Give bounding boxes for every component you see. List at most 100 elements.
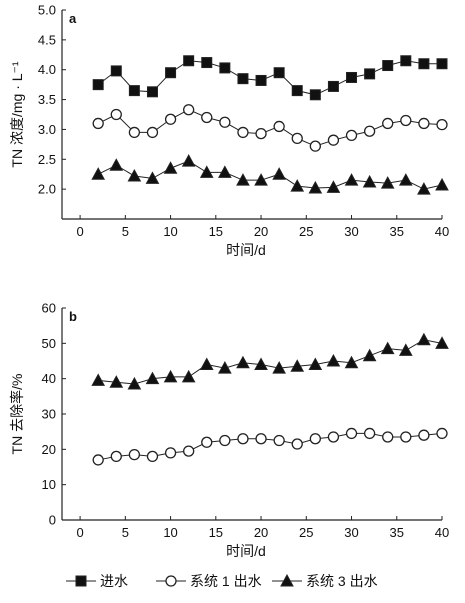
data-point bbox=[128, 448, 141, 461]
data-point bbox=[183, 104, 195, 116]
data-point bbox=[145, 371, 160, 385]
y-tick-label: 3.5 bbox=[38, 92, 56, 107]
x-tick-label: 30 bbox=[344, 525, 358, 540]
data-point bbox=[273, 67, 285, 79]
data-point bbox=[201, 436, 213, 448]
data-point bbox=[145, 171, 160, 184]
chart-legend: 进水 系统 1 出水 系统 3 出水 bbox=[66, 573, 378, 589]
data-point bbox=[418, 117, 430, 130]
data-point bbox=[380, 341, 395, 355]
data-point bbox=[181, 154, 196, 167]
data-point bbox=[255, 433, 267, 445]
legend-label: 系统 3 出水 bbox=[306, 573, 378, 589]
data-point bbox=[291, 132, 303, 145]
data-point bbox=[309, 89, 321, 101]
data-point bbox=[398, 343, 413, 356]
x-tick-label: 35 bbox=[390, 525, 404, 540]
x-tick-label: 25 bbox=[299, 224, 313, 239]
data-point bbox=[363, 427, 376, 440]
x-tick-label: 25 bbox=[299, 525, 313, 540]
data-point bbox=[308, 180, 323, 194]
y-tick-label: 40 bbox=[42, 371, 56, 386]
data-point bbox=[290, 179, 305, 192]
y-axis-title: TN 去除率/% bbox=[9, 374, 25, 455]
data-point bbox=[308, 357, 323, 371]
data-point bbox=[417, 182, 431, 195]
data-point bbox=[237, 126, 249, 139]
y-axis-title: TN 浓度/mg · L⁻¹ bbox=[9, 61, 25, 168]
legend-label: 进水 bbox=[100, 573, 128, 589]
panel-label: b bbox=[69, 309, 77, 324]
y-tick-label: 60 bbox=[42, 301, 56, 316]
data-point bbox=[435, 336, 449, 349]
data-point bbox=[327, 134, 340, 146]
panel-a-concentration-chart: 2.0 2.5 3.0 3.5 4.0 4.5 5.0 0 5 10 15 20 25 30 35 40 a 时间… bbox=[9, 3, 449, 259]
series-filled-square bbox=[92, 55, 448, 101]
data-point bbox=[345, 427, 358, 440]
x-tick-label: 0 bbox=[76, 224, 83, 239]
data-point bbox=[183, 445, 195, 457]
data-point bbox=[92, 454, 104, 466]
data-point bbox=[91, 167, 106, 180]
data-point bbox=[309, 140, 321, 152]
data-point bbox=[218, 165, 232, 178]
data-point bbox=[382, 431, 394, 443]
legend-marker bbox=[280, 573, 294, 587]
data-point bbox=[237, 433, 249, 445]
y-tick-label: 30 bbox=[42, 407, 56, 422]
data-point bbox=[327, 431, 340, 443]
x-tick-label: 20 bbox=[254, 525, 268, 540]
y-tick-label: 20 bbox=[42, 442, 56, 457]
x-tick-label: 10 bbox=[163, 525, 177, 540]
data-point bbox=[163, 369, 178, 383]
data-point bbox=[219, 62, 231, 74]
legend-marker bbox=[165, 575, 177, 587]
data-point bbox=[128, 85, 140, 97]
data-point bbox=[417, 332, 431, 346]
x-axis-title: 时间/d bbox=[226, 543, 266, 559]
data-point bbox=[110, 108, 122, 121]
legend-item: 系统 1 出水 bbox=[156, 573, 262, 589]
data-point bbox=[219, 434, 231, 447]
data-point bbox=[436, 119, 448, 131]
x-tick-label: 5 bbox=[122, 525, 129, 540]
data-point bbox=[291, 85, 303, 97]
data-point bbox=[400, 55, 412, 67]
y-tick-label: 10 bbox=[42, 477, 56, 492]
data-point bbox=[364, 68, 376, 80]
data-point bbox=[109, 158, 124, 171]
data-point bbox=[127, 376, 142, 390]
series-filled-triangle bbox=[91, 332, 449, 390]
data-point bbox=[255, 74, 267, 86]
data-point bbox=[164, 113, 177, 125]
data-point bbox=[344, 355, 359, 369]
data-point bbox=[362, 348, 377, 362]
legend-item: 系统 3 出水 bbox=[272, 573, 378, 589]
data-point bbox=[326, 353, 341, 367]
data-point bbox=[146, 126, 159, 139]
x-tick-label: 15 bbox=[209, 224, 223, 239]
data-point bbox=[382, 60, 394, 72]
data-point bbox=[400, 114, 412, 127]
y-tick-label: 2.0 bbox=[38, 182, 56, 197]
data-point bbox=[164, 447, 177, 459]
data-point bbox=[435, 177, 449, 191]
legend-item: 进水 bbox=[66, 573, 128, 589]
data-point bbox=[272, 167, 286, 180]
data-point bbox=[237, 73, 249, 85]
panel-b-removal-rate-chart: 0 10 20 30 40 50 60 0 5 10 15 20 25 30 35 40 b 时间/d TN 去除率… bbox=[9, 301, 449, 560]
data-point bbox=[255, 127, 267, 140]
data-point bbox=[128, 126, 141, 139]
data-point bbox=[92, 117, 104, 130]
data-point bbox=[400, 431, 412, 443]
data-point bbox=[436, 58, 448, 70]
data-point bbox=[110, 450, 122, 463]
series-filled-triangle bbox=[91, 154, 449, 195]
data-point bbox=[219, 116, 231, 128]
legend-label: 系统 1 出水 bbox=[190, 573, 262, 589]
y-tick-label: 3.0 bbox=[38, 122, 56, 137]
series-open-circle bbox=[92, 427, 448, 466]
series-open-circle bbox=[92, 104, 448, 152]
data-point bbox=[327, 80, 339, 92]
